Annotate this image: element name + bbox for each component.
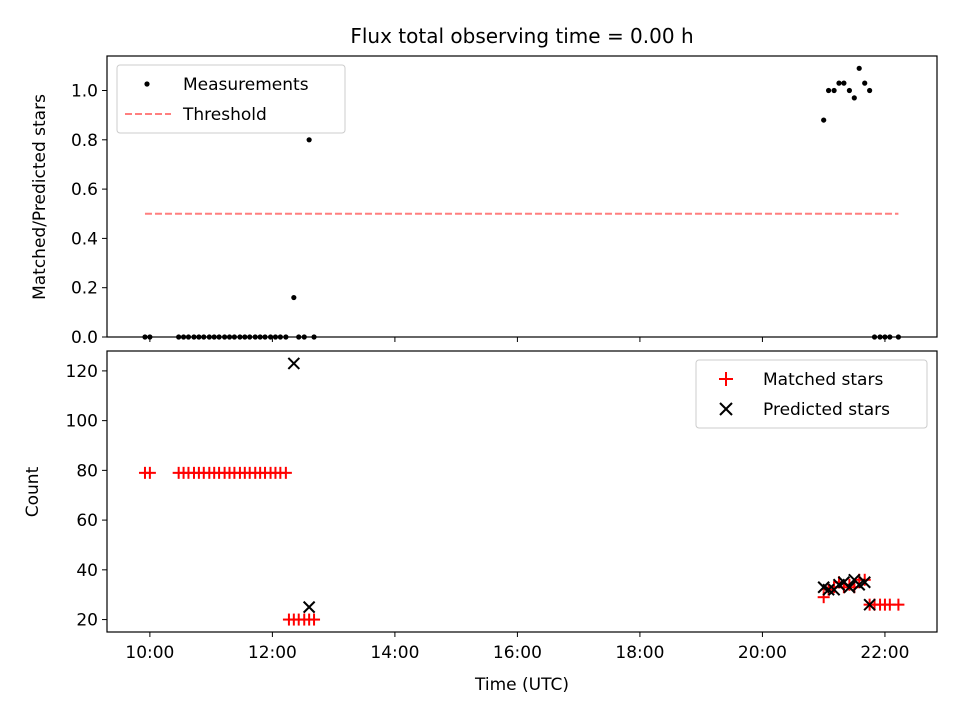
ratio-y-tick-label: 1.0 [71, 82, 98, 102]
matched-star-marker [892, 598, 905, 611]
x-tick-label: 10:00 [125, 643, 174, 663]
predicted-star-marker [843, 581, 856, 594]
matched-star-marker [143, 466, 156, 479]
legend-label-measurements: Measurements [183, 75, 309, 95]
legend-marker-matched [719, 372, 733, 386]
ratio-y-axis-label: Matched/Predicted stars [30, 94, 50, 300]
count-plot-area [138, 357, 905, 626]
count-y-tick-label: 120 [66, 362, 98, 382]
ratio-y-tick-label: 0.2 [71, 279, 98, 299]
predicted-star-marker [858, 576, 871, 589]
ratio-y-tick-label: 0.6 [71, 180, 98, 200]
ratio-y-tick-label: 0.0 [71, 328, 98, 348]
measurement-point [862, 80, 868, 86]
x-tick-label: 16:00 [493, 643, 542, 663]
count-y-ticks: 20 40 60 80 100 120 [66, 362, 107, 631]
legend-marker-predicted [719, 402, 733, 416]
ratio-y-tick-label: 0.4 [71, 229, 98, 249]
measurement-point [846, 87, 853, 94]
measurement-point [306, 137, 312, 143]
measurement-point [821, 117, 827, 123]
x-tick-label: 20:00 [738, 643, 787, 663]
predicted-star-marker [822, 583, 835, 596]
measurement-point [291, 294, 297, 301]
count-y-tick-label: 40 [76, 561, 98, 581]
count-y-tick-label: 100 [66, 412, 98, 432]
measurement-point [825, 87, 832, 94]
predicted-star-marker [302, 600, 316, 614]
ratio-legend: Measurements Threshold [116, 64, 346, 134]
measurement-point [831, 87, 837, 94]
predicted-star-marker [863, 598, 876, 611]
measurement-point [851, 95, 857, 101]
predicted-star-marker [287, 357, 301, 370]
ratio-panel: Flux total observing time = 0.00 h 0.00.… [30, 24, 938, 348]
legend-label-threshold: Threshold [182, 105, 267, 125]
count-y-tick-label: 80 [76, 461, 98, 481]
ratio-legend-box [116, 64, 346, 134]
matched-star-marker [308, 613, 321, 626]
ratio-x-ticks [149, 337, 886, 342]
count-x-ticks: 10:00 12:00 14:00 16:00 18:00 20:00 22:00 [125, 632, 909, 663]
x-tick-label: 18:00 [615, 643, 664, 663]
x-axis-label: Time (UTC) [474, 675, 569, 695]
count-axes-frame [106, 350, 938, 633]
measurement-point [836, 80, 842, 86]
ratio-axes-frame [106, 55, 938, 338]
matched-star-marker [279, 466, 292, 479]
count-y-tick-label: 60 [76, 511, 98, 531]
matched-star-marker [817, 591, 830, 604]
measurement-point [856, 65, 862, 71]
ratio-y-tick-label: 0.8 [71, 131, 98, 151]
x-tick-label: 12:00 [248, 643, 297, 663]
count-panel: 20 40 60 80 100 120 10:00 12:00 14:00 16:00 18:00… [23, 350, 938, 695]
count-legend: Matched stars Predicted stars [695, 359, 928, 429]
chart-title: Flux total observing time = 0.00 h [350, 24, 693, 48]
count-y-axis-label: Count [23, 466, 43, 517]
legend-marker-measurements [144, 81, 150, 87]
measurement-point [841, 80, 847, 86]
ratio-y-ticks: 0.0 0.2 0.4 0.6 0.8 1.0 [71, 82, 107, 348]
count-legend-box [695, 359, 928, 429]
legend-label-matched: Matched stars [763, 370, 883, 390]
x-tick-label: 14:00 [370, 643, 419, 663]
measurement-point [867, 87, 873, 94]
count-y-tick-label: 20 [76, 611, 98, 631]
x-tick-label: 22:00 [860, 643, 909, 663]
legend-label-predicted: Predicted stars [763, 400, 890, 420]
